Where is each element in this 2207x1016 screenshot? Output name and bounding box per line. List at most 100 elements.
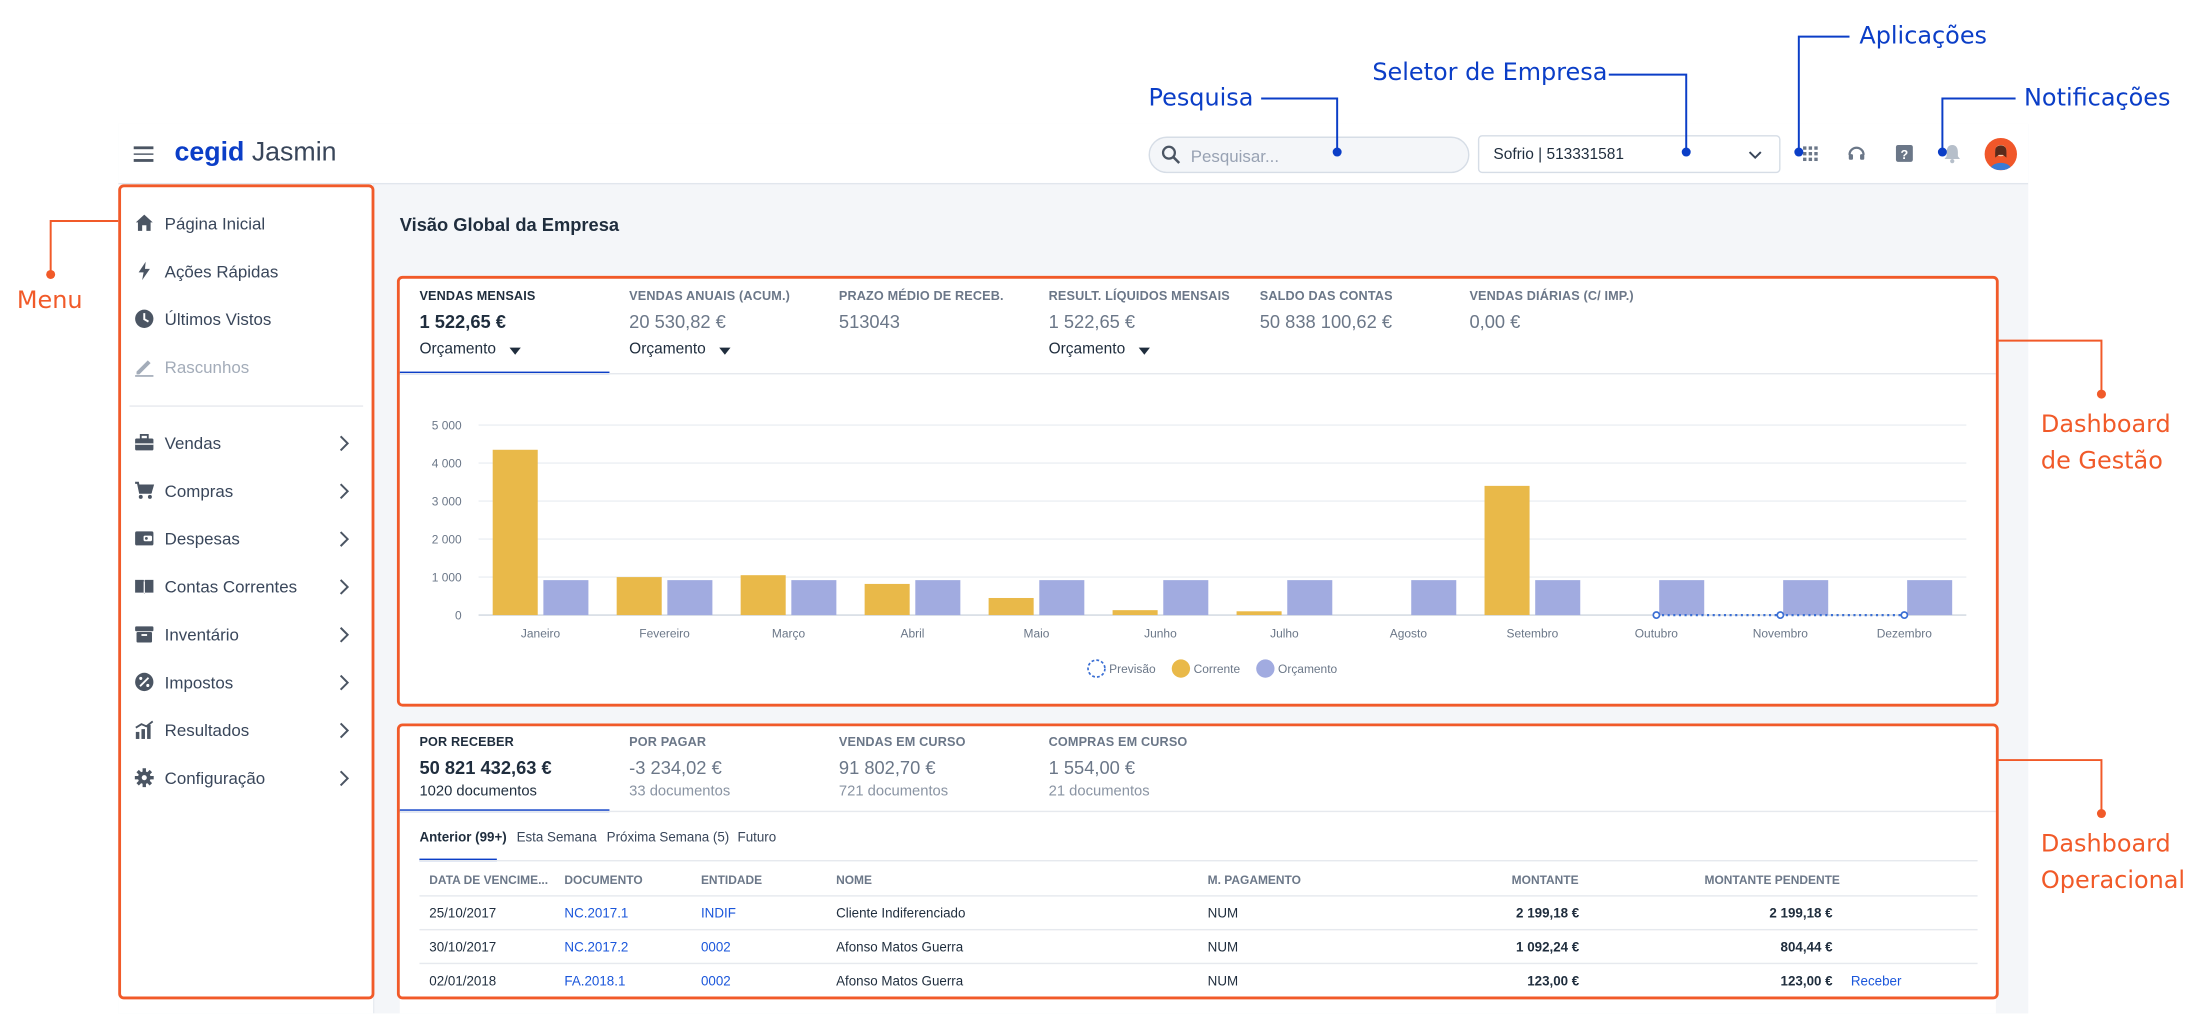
notifications-bell-icon[interactable]	[1941, 142, 1964, 165]
sidebar-divider	[129, 405, 364, 407]
sidebar-item-contas-correntes[interactable]: Contas Correntes	[118, 566, 374, 608]
kpi-vendas-mensais[interactable]: VENDAS MENSAIS 1 522,65 €	[419, 289, 535, 333]
receive-action-link[interactable]: Receber	[1850, 974, 1902, 990]
tab-futuro[interactable]: Futuro	[737, 830, 777, 846]
kpi-resultados-liquidos[interactable]: RESULT. LÍQUIDOS MENSAIS 1 522,65 €	[1049, 289, 1230, 333]
tab-proxima-semana[interactable]: Próxima Semana (5)	[606, 830, 730, 846]
cell-document-link[interactable]: NC.2017.2	[564, 940, 629, 956]
search-input[interactable]: Pesquisar...	[1148, 136, 1470, 174]
bar-corrente	[740, 575, 786, 616]
point-previsao	[1652, 611, 1661, 620]
sidebar-item-quick-actions[interactable]: Ações Rápidas	[118, 251, 374, 293]
sidebar-item-resultados[interactable]: Resultados	[118, 709, 374, 751]
kpi-por-receber[interactable]: POR RECEBER 50 821 432,63 € 1020 documen…	[419, 735, 551, 800]
cell-document-link[interactable]: NC.2017.1	[564, 906, 629, 922]
operational-dashboard-highlight-box	[396, 723, 1999, 1000]
support-headset-icon[interactable]	[1845, 142, 1868, 165]
bar-orcamento	[915, 580, 961, 616]
y-tick-label: 3 000	[432, 494, 462, 508]
x-tick-label: Agosto	[1390, 627, 1428, 641]
caret-down-icon	[1138, 347, 1150, 355]
app-logo[interactable]: cegid Jasmin	[174, 137, 337, 168]
cell-payment: NUM	[1207, 940, 1239, 956]
column-header-pending[interactable]: MONTANTE PENDENTE	[1704, 872, 1840, 887]
kpi-por-pagar[interactable]: POR PAGAR -3 234,02 € 33 documentos	[629, 735, 730, 800]
clock-icon	[135, 309, 154, 328]
kpi-prazo-medio[interactable]: PRAZO MÉDIO DE RECEB. 513043	[839, 289, 1004, 333]
cell-payment: NUM	[1207, 974, 1239, 990]
bar-corrente	[864, 583, 910, 616]
sidebar-item-label: Compras	[164, 481, 234, 502]
sidebar-item-impostos[interactable]: Impostos	[118, 662, 374, 704]
sidebar-menu: Página Inicial Ações Rápidas Últimos Vis…	[118, 184, 375, 1014]
kpi-title: SALDO DAS CONTAS	[1259, 288, 1393, 303]
kpi-value: 513043	[838, 311, 900, 333]
bar-corrente	[988, 597, 1034, 616]
cell-entity-link[interactable]: 0002	[700, 974, 731, 990]
cell-document-link[interactable]: FA.2018.1	[564, 974, 626, 990]
cell-entity-link[interactable]: INDIF	[700, 906, 736, 922]
cell-name: Cliente Indiferenciado	[836, 906, 966, 922]
point-previsao	[1900, 611, 1909, 620]
annotation-menu: Menu	[16, 287, 83, 316]
user-avatar[interactable]	[1984, 137, 2017, 171]
kpi-vendas-anuais[interactable]: VENDAS ANUAIS (ACUM.) 20 530,82 €	[629, 289, 790, 333]
cell-amount: 2 199,18 €	[1516, 906, 1580, 922]
sidebar-item-label: Contas Correntes	[164, 577, 298, 597]
y-tick-label: 4 000	[432, 456, 462, 470]
sidebar-item-home[interactable]: Página Inicial	[118, 203, 374, 245]
sidebar-item-label: Impostos	[164, 672, 234, 693]
x-tick-label: Abril	[901, 627, 925, 641]
column-header-date[interactable]: DATA DE VENCIME...	[429, 872, 549, 887]
bar-orcamento	[791, 580, 837, 616]
x-tick-label: Outubro	[1635, 627, 1679, 641]
sidebar-item-compras[interactable]: Compras	[118, 470, 374, 512]
tabs-divider	[419, 860, 1978, 862]
company-selector[interactable]: Sofrio | 513331581	[1477, 135, 1781, 174]
column-header-document[interactable]: DOCUMENTO	[564, 872, 643, 887]
kpi-compare-dropdown[interactable]: Orçamento	[419, 340, 497, 358]
kpi-vendas-diarias[interactable]: VENDAS DIÁRIAS (C/ IMP.) 0,00 €	[1469, 289, 1633, 333]
book-icon	[135, 579, 154, 594]
bar-corrente	[616, 577, 662, 616]
kpi-subtitle: 721 documentos	[838, 782, 949, 800]
kpi-compare-dropdown[interactable]: Orçamento	[629, 340, 706, 358]
legend-swatch	[1256, 659, 1275, 678]
apps-grid-icon[interactable]	[1799, 142, 1822, 165]
caret-down-icon	[719, 347, 731, 355]
kpi-value: 1 522,65 €	[1048, 311, 1136, 333]
column-header-name[interactable]: NOME	[836, 872, 872, 887]
sidebar-item-vendas[interactable]: Vendas	[118, 422, 374, 464]
tab-anterior[interactable]: Anterior (99+)	[419, 830, 507, 846]
kpi-value: 20 530,82 €	[629, 311, 726, 333]
cell-entity-link[interactable]: 0002	[700, 940, 731, 956]
kpi-title: COMPRAS EM CURSO	[1048, 734, 1188, 749]
search-placeholder: Pesquisar...	[1190, 146, 1280, 167]
cell-date: 30/10/2017	[429, 940, 497, 956]
percent-icon	[135, 672, 154, 692]
column-header-amount[interactable]: MONTANTE	[1511, 872, 1579, 887]
bar-corrente	[1112, 610, 1158, 616]
sidebar-item-inventario[interactable]: Inventário	[118, 614, 374, 656]
kpi-vendas-em-curso[interactable]: VENDAS EM CURSO 91 802,70 € 721 document…	[839, 735, 966, 800]
chevron-right-icon	[339, 770, 350, 787]
kpi-compras-em-curso[interactable]: COMPRAS EM CURSO 1 554,00 € 21 documento…	[1049, 735, 1188, 800]
kpi-divider	[399, 810, 1996, 813]
kpi-title: VENDAS EM CURSO	[838, 734, 966, 749]
sidebar-item-despesas[interactable]: Despesas	[118, 518, 374, 560]
x-tick-label: Maio	[1024, 627, 1050, 641]
kpi-value: 1 522,65 €	[419, 311, 506, 333]
tab-esta-semana[interactable]: Esta Semana	[516, 830, 597, 846]
column-header-entity[interactable]: ENTIDADE	[700, 872, 763, 887]
sidebar-item-configuracao[interactable]: Configuração	[118, 757, 374, 799]
table-header-divider	[419, 895, 1978, 897]
kpi-saldo-contas[interactable]: SALDO DAS CONTAS 50 838 100,62 €	[1260, 289, 1393, 333]
sidebar-item-recent[interactable]: Últimos Vistos	[118, 298, 374, 340]
cell-payment: NUM	[1207, 906, 1239, 922]
y-tick-label: 2 000	[432, 532, 462, 546]
gear-icon	[134, 768, 154, 788]
kpi-compare-dropdown[interactable]: Orçamento	[1048, 340, 1126, 358]
column-header-payment[interactable]: M. PAGAMENTO	[1207, 872, 1301, 887]
help-icon[interactable]: ?	[1893, 142, 1916, 165]
hamburger-menu-icon[interactable]	[133, 142, 154, 165]
